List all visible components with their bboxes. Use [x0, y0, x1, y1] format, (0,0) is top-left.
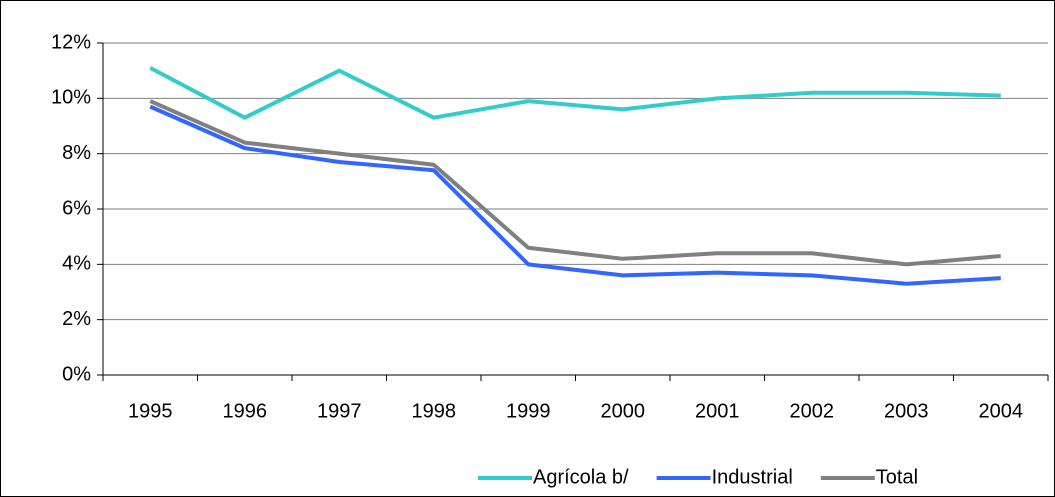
legend-label: Industrial — [712, 466, 793, 488]
series-line — [149, 66, 1001, 120]
y-tick-label: 12% — [51, 31, 91, 53]
y-tick-label: 4% — [62, 253, 91, 275]
legend-label: Total — [876, 466, 918, 488]
legend-label: Agrícola b/ — [533, 466, 629, 488]
x-tick-label: 2000 — [601, 400, 646, 422]
x-tick-label: 2003 — [884, 400, 929, 422]
x-tick-label: 1998 — [412, 400, 457, 422]
series-line — [149, 104, 1001, 286]
x-tick-label: 1997 — [317, 400, 362, 422]
x-tick-label: 1996 — [223, 400, 268, 422]
x-tick-label: 2004 — [979, 400, 1024, 422]
x-tick-label: 2002 — [790, 400, 835, 422]
y-tick-label: 2% — [62, 308, 91, 330]
y-tick-label: 0% — [62, 363, 91, 385]
x-tick-label: 1995 — [128, 400, 173, 422]
x-tick-label: 2001 — [695, 400, 740, 422]
x-tick-label: 1999 — [506, 400, 551, 422]
y-tick-label: 10% — [51, 87, 91, 109]
series-line — [149, 99, 1001, 267]
y-tick-label: 8% — [62, 142, 91, 164]
y-tick-label: 6% — [62, 197, 91, 219]
